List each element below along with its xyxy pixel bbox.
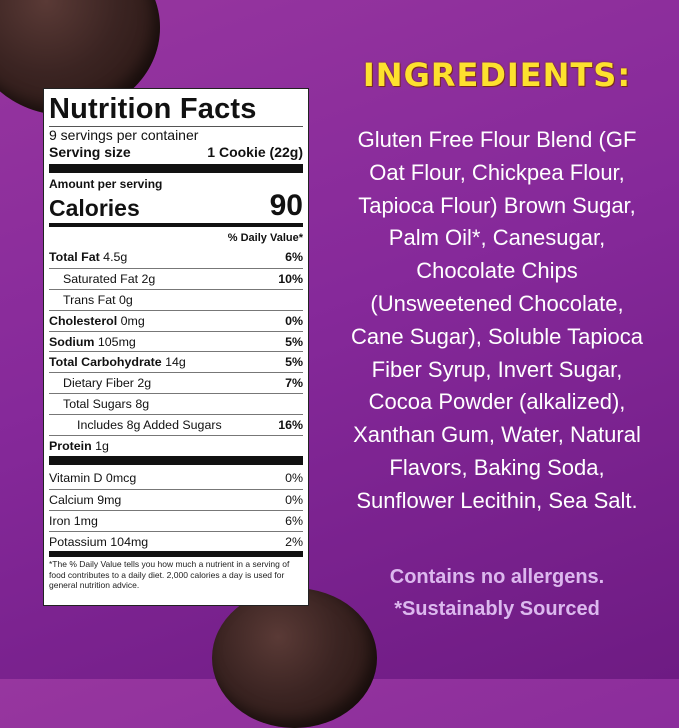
nutrient-name: Total Carbohydrate xyxy=(49,355,162,370)
servings-per-container: 9 servings per container xyxy=(49,127,199,143)
nutrient-row: Total Sugars 8g xyxy=(49,393,303,414)
calories-value: 90 xyxy=(269,189,303,222)
ingredients-panel: INGREDIENTS: Gluten Free Flour Blend (GF… xyxy=(318,56,676,518)
ingredient-line: Cane Sugar), Soluble Tapioca xyxy=(351,323,643,349)
ingredient-line: Oat Flour, Chickpea Flour, xyxy=(369,159,625,185)
amount-per-serving: Amount per serving xyxy=(49,177,163,191)
vitamin-label: Calcium 9mg xyxy=(49,492,122,507)
vitamin-row: Vitamin D 0mcg 0% xyxy=(49,468,303,489)
nutrient-dv: 0% xyxy=(285,313,303,328)
ingredient-line: Chocolate Chips xyxy=(416,258,578,284)
ingredient-line: (Unsweetened Chocolate, xyxy=(370,290,624,316)
nutrient-amount: 1g xyxy=(95,438,109,453)
serving-size-label: Serving size xyxy=(49,144,131,160)
nutrient-name: Dietary Fiber xyxy=(63,376,134,391)
nutrient-label: Sodium 105mg xyxy=(49,335,136,349)
nutrient-row: Saturated Fat 2g 10% xyxy=(49,267,303,289)
nutrient-label: Trans Fat 0g xyxy=(49,293,133,307)
serving-size: Serving size 1 Cookie (22g) xyxy=(49,143,303,161)
nutrient-amount: 4.5g xyxy=(103,250,128,265)
calories-row: Calories 90 xyxy=(49,189,303,222)
nutrient-label: Total Carbohydrate 14g xyxy=(49,355,186,369)
nutrient-name: Includes 8g Added Sugars xyxy=(77,418,222,433)
ingredient-line: Flavors, Baking Soda, xyxy=(389,454,605,480)
vitamin-row: Calcium 9mg 0% xyxy=(49,488,303,510)
nutrient-row: Includes 8g Added Sugars 16% xyxy=(49,414,303,435)
nutrient-dv: 10% xyxy=(278,271,303,286)
ingredient-line: Tapioca Flour) Brown Sugar, xyxy=(358,192,636,218)
daily-value-header: % Daily Value* xyxy=(227,232,303,244)
serving-size-value: 1 Cookie (22g) xyxy=(207,144,303,160)
ingredients-title: INGREDIENTS: xyxy=(362,56,632,94)
vitamin-label: Iron 1mg xyxy=(49,513,98,528)
vitamin-row: Potassium 104mg 2% xyxy=(49,530,303,552)
nutrient-amount: 2g xyxy=(137,376,152,391)
nutrition-facts-label: Nutrition Facts 9 servings per container… xyxy=(43,88,309,606)
nutrient-row: Total Fat 4.5g 6% xyxy=(49,247,303,268)
nutrient-amount: 2g xyxy=(141,271,156,286)
nutrient-label: Saturated Fat 2g xyxy=(49,272,155,286)
nutrition-title: Nutrition Facts xyxy=(49,93,257,125)
nutrient-row: Total Carbohydrate 14g 5% xyxy=(49,351,303,372)
nutrient-amount: 105mg xyxy=(97,334,136,349)
nutrient-row: Cholesterol 0mg 0% xyxy=(49,309,303,331)
nutrient-name: Total Sugars xyxy=(63,397,132,412)
nutrient-label: Protein 1g xyxy=(49,439,109,453)
nutrient-name: Protein xyxy=(49,438,92,453)
nutrient-name: Cholesterol xyxy=(49,313,118,328)
vitamin-dv: 6% xyxy=(285,513,303,528)
nutrient-dv: 6% xyxy=(285,250,303,265)
nutrient-name: Saturated Fat xyxy=(63,271,139,286)
sustainability-note: *Sustainably Sourced xyxy=(394,598,600,620)
nutrient-name: Sodium xyxy=(49,334,95,349)
nutrient-name: Trans Fat xyxy=(63,292,116,307)
nutrient-dv: 7% xyxy=(285,376,303,391)
nutrient-label: Cholesterol 0mg xyxy=(49,314,145,328)
nutrient-amount: 14g xyxy=(165,355,186,370)
ingredient-line: Sunflower Lecithin, Sea Salt. xyxy=(356,487,638,513)
nutrient-row: Dietary Fiber 2g 7% xyxy=(49,372,303,393)
nutrient-label: Dietary Fiber 2g xyxy=(49,376,151,390)
vitamin-dv: 0% xyxy=(285,471,303,486)
ingredient-line: Fiber Syrup, Invert Sugar, xyxy=(371,356,623,382)
nutrient-row: Trans Fat 0g xyxy=(49,288,303,310)
allergen-note: Contains no allergens. xyxy=(389,566,605,588)
vitamin-label: Potassium 104mg xyxy=(49,534,149,549)
nutrient-row: Sodium 105mg 5% xyxy=(49,330,303,352)
ingredients-list: Gluten Free Flour Blend (GF Oat Flour, Ch… xyxy=(318,124,676,518)
nutrient-name: Total Fat xyxy=(49,250,100,265)
nutrient-dv: 5% xyxy=(285,334,303,349)
calories-label: Calories xyxy=(49,195,140,221)
nutrient-amount: 0mg xyxy=(120,313,145,328)
ingredient-line: Cocoa Powder (alkalized), xyxy=(368,389,626,415)
nutrient-dv: 16% xyxy=(278,418,303,433)
footnote: *The % Daily Value tells you how much a … xyxy=(49,559,290,591)
nutrient-label: Includes 8g Added Sugars xyxy=(49,418,222,432)
vitamin-label: Vitamin D 0mcg xyxy=(49,471,137,486)
nutrient-dv: 5% xyxy=(285,355,303,370)
notes: Contains no allergens. *Sustainably Sour… xyxy=(318,561,676,625)
vitamin-row: Iron 1mg 6% xyxy=(49,509,303,531)
nutrient-label: Total Fat 4.5g xyxy=(49,250,127,264)
nutrient-amount: 0g xyxy=(119,292,133,307)
nutrient-row: Protein 1g xyxy=(49,435,303,456)
ingredient-line: Palm Oil*, Canesugar, xyxy=(388,225,606,251)
nutrient-label: Total Sugars 8g xyxy=(49,397,149,411)
ingredient-line: Gluten Free Flour Blend (GF xyxy=(357,127,637,152)
vitamin-dv: 2% xyxy=(285,534,303,549)
vitamin-dv: 0% xyxy=(285,492,303,507)
nutrient-amount: 8g xyxy=(135,397,150,412)
ingredient-line: Xanthan Gum, Water, Natural xyxy=(353,422,641,448)
